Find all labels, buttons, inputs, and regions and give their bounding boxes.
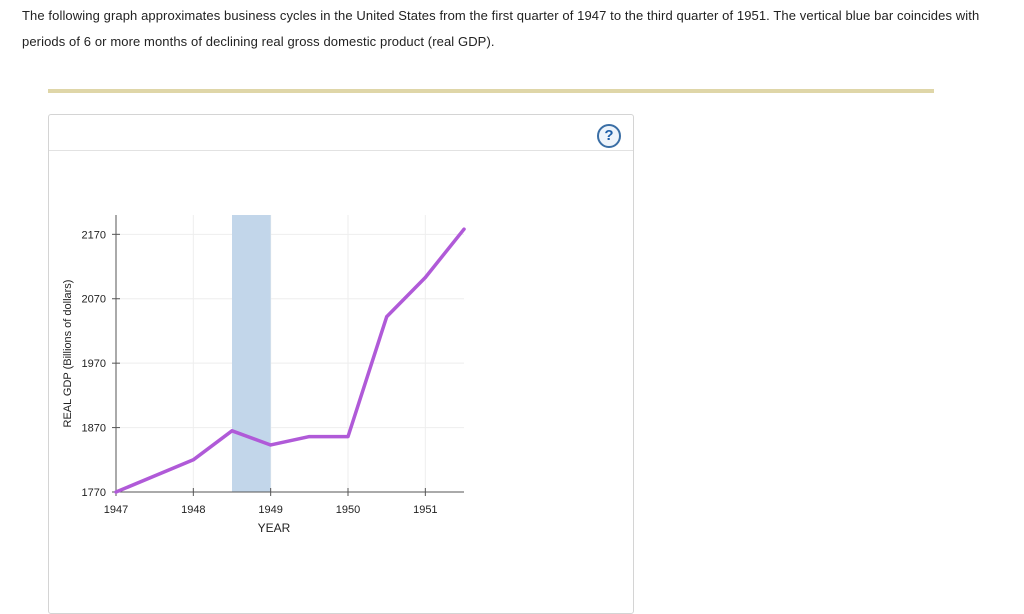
section-divider xyxy=(48,89,934,93)
data-point xyxy=(307,435,311,439)
intro-text: The following graph approximates busines… xyxy=(22,8,980,49)
x-tick-label: 1947 xyxy=(104,504,128,516)
x-tick-label: 1949 xyxy=(258,504,282,516)
data-point xyxy=(385,315,389,319)
y-tick-label: 1770 xyxy=(82,487,106,499)
y-tick-label: 1870 xyxy=(82,423,106,435)
y-tick-label: 2170 xyxy=(82,229,106,241)
x-tick-label: 1950 xyxy=(336,504,360,516)
data-point xyxy=(462,227,466,231)
panel-toolbar-divider xyxy=(49,150,633,151)
y-tick-label: 2070 xyxy=(82,294,106,306)
series-line-0 xyxy=(114,227,466,494)
x-tick-label: 1951 xyxy=(413,504,437,516)
y-axis-title: REAL GDP (Billions of dollars) xyxy=(62,280,74,428)
data-point xyxy=(346,435,350,439)
data-point xyxy=(230,429,234,433)
graph-panel: ? xyxy=(48,114,634,614)
x-axis-title: YEAR xyxy=(258,521,291,535)
help-question-icon[interactable]: ? xyxy=(597,124,621,148)
x-tick-label: 1948 xyxy=(181,504,205,516)
recession-bar xyxy=(232,215,271,492)
data-point xyxy=(269,443,273,447)
data-point xyxy=(114,490,118,494)
data-point xyxy=(191,458,195,462)
data-point xyxy=(423,275,427,279)
y-tick-label: 1970 xyxy=(82,358,106,370)
